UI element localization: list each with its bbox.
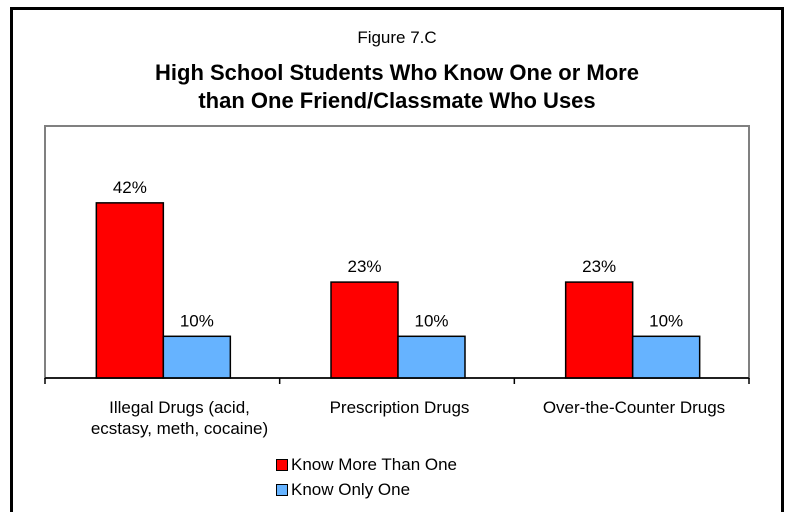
category-label-line: Over-the-Counter Drugs: [542, 398, 726, 417]
data-label: 10%: [414, 311, 448, 330]
chart-title-line-2: than One Friend/Classmate Who Uses: [198, 88, 596, 113]
data-label: 23%: [582, 257, 616, 276]
category-label-prescription-drugs: Prescription Drugs: [283, 397, 516, 418]
figure-label: Figure 7.C: [357, 28, 437, 47]
legend-item-know-only-one: Know Only One: [276, 477, 457, 502]
category-label-otc-drugs: Over-the-Counter Drugs: [512, 397, 756, 418]
bar-know-only-one: [397, 335, 466, 379]
data-label: 10%: [180, 311, 214, 330]
bar-know-more-than-one: [330, 281, 399, 379]
data-label: 23%: [347, 257, 381, 276]
legend-item-know-more-than-one: Know More Than One: [276, 452, 457, 477]
category-label-line: Prescription Drugs: [329, 398, 470, 417]
category-label-line: Illegal Drugs (acid,: [109, 398, 250, 417]
legend: Know More Than One Know Only One: [276, 452, 457, 502]
bar-know-only-one: [631, 335, 701, 379]
legend-swatch-blue: [276, 483, 288, 496]
bar-know-more-than-one: [95, 202, 165, 379]
bar-know-more-than-one: [564, 281, 634, 379]
data-label: 42%: [113, 178, 147, 197]
bar-know-only-one: [162, 335, 232, 379]
legend-swatch-red: [276, 458, 288, 471]
data-label: 10%: [649, 311, 683, 330]
legend-label: Know Only One: [291, 479, 411, 499]
category-label-line: ecstasy, meth, cocaine): [90, 419, 269, 438]
category-label-illegal-drugs: Illegal Drugs (acid, ecstasy, meth, coca…: [42, 397, 317, 439]
chart-title-line-1: High School Students Who Know One or Mor…: [155, 60, 639, 85]
legend-label: Know More Than One: [291, 454, 457, 474]
